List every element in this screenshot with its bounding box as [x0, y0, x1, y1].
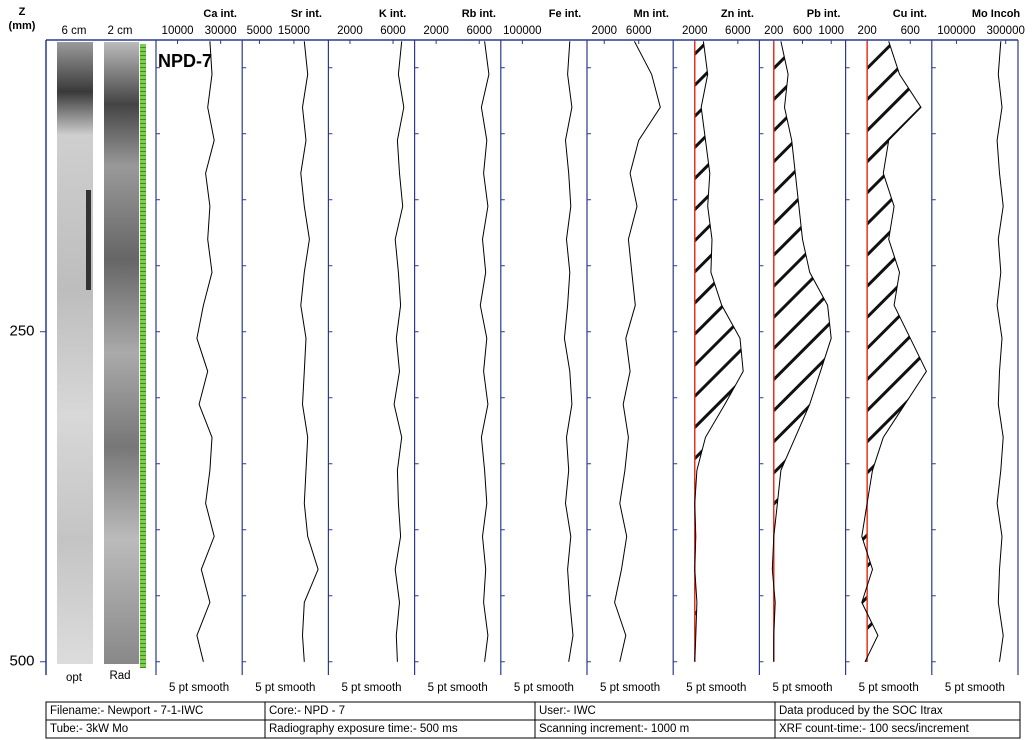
- panel-note: 5 pt smooth: [772, 682, 832, 694]
- optical-image: [57, 42, 93, 664]
- image-scale: 2 cm: [108, 25, 133, 37]
- x-tick-label: 600: [793, 25, 812, 37]
- x-tick-label: 1000: [818, 25, 844, 37]
- hatch-area: [861, 41, 927, 662]
- panel-title: Ca int.: [203, 8, 237, 20]
- data-line: [479, 41, 490, 662]
- panel-note: 5 pt smooth: [169, 682, 229, 694]
- panel-title: Sr int.: [291, 8, 322, 20]
- panel-title: Mo Incoh: [972, 8, 1021, 20]
- radiograph-image: [104, 42, 139, 664]
- hatch-area: [772, 41, 832, 662]
- panel-title: K int.: [379, 8, 407, 20]
- x-tick-label: 5000: [247, 25, 273, 37]
- table-cell: Scanning increment:- 1000 m: [539, 723, 689, 735]
- data-line: [861, 41, 927, 663]
- x-tick-label: 2000: [591, 25, 617, 37]
- panel-note: 5 pt smooth: [341, 682, 401, 694]
- panel-note: 5 pt smooth: [514, 682, 574, 694]
- panel-title: Cu int.: [893, 8, 927, 20]
- image-scale: 6 cm: [62, 25, 87, 37]
- data-line: [196, 41, 215, 662]
- data-line: [771, 41, 832, 662]
- x-tick-label: 200: [858, 25, 877, 37]
- panel-note: 5 pt smooth: [859, 682, 919, 694]
- table-cell: Core:- NPD - 7: [269, 705, 345, 717]
- core-annotation: NPD-7: [158, 51, 212, 71]
- panel-note: 5 pt smooth: [600, 682, 660, 694]
- x-tick-label: 6000: [380, 25, 406, 37]
- x-tick-label: 2000: [682, 25, 708, 37]
- x-tick-label: 200: [764, 25, 783, 37]
- x-tick-label: 2000: [423, 25, 449, 37]
- data-line: [996, 41, 1004, 662]
- table-cell: Data produced by the SOC Itrax: [779, 705, 943, 717]
- x-tick-label: 2000: [337, 25, 363, 37]
- data-line: [614, 41, 661, 662]
- x-tick-label: 600: [901, 25, 920, 37]
- table-cell: User:- IWC: [539, 705, 596, 717]
- x-tick-label: 30000: [205, 25, 237, 37]
- x-tick-label: 100000: [503, 25, 541, 37]
- depth-unit: (mm): [9, 20, 36, 32]
- panel-title: Pb int.: [807, 8, 841, 20]
- data-line: [300, 41, 319, 662]
- table-cell: Radiography exposure time:- 500 ms: [269, 723, 458, 735]
- hatch-area: [694, 41, 744, 662]
- panel-note: 5 pt smooth: [255, 682, 315, 694]
- panel-note: 5 pt smooth: [428, 682, 488, 694]
- depth-tick-label: 500: [9, 653, 34, 670]
- x-tick-label: 100000: [937, 25, 975, 37]
- x-tick-label: 6000: [725, 25, 751, 37]
- table-cell: Tube:- 3kW Mo: [50, 723, 128, 735]
- x-tick-label: 6000: [626, 25, 652, 37]
- panel-note: 5 pt smooth: [686, 682, 746, 694]
- panel-title: Rb int.: [462, 8, 496, 20]
- data-line: [563, 41, 574, 662]
- depth-label: Z: [19, 6, 26, 18]
- panel-title: Fe int.: [549, 8, 581, 20]
- info-table: [45, 701, 1021, 739]
- image-label: opt: [66, 672, 83, 684]
- data-line: [694, 41, 744, 662]
- image-detail: [86, 190, 91, 290]
- data-line: [393, 41, 405, 662]
- x-tick-label: 15000: [278, 25, 310, 37]
- x-tick-label: 10000: [162, 25, 194, 37]
- panel-title: Zn int.: [721, 8, 754, 20]
- x-tick-label: 6000: [466, 25, 492, 37]
- x-tick-label: 300000: [986, 25, 1024, 37]
- depth-tick-label: 250: [9, 323, 34, 340]
- table-cell: Filename:- Newport - 7-1-IWC: [50, 705, 203, 717]
- image-label: Rad: [109, 670, 130, 682]
- scan-strip: [140, 44, 146, 668]
- panel-title: Mn int.: [633, 8, 668, 20]
- panel-note: 5 pt smooth: [945, 682, 1005, 694]
- table-cell: XRF count-time:- 100 secs/increment: [779, 723, 970, 735]
